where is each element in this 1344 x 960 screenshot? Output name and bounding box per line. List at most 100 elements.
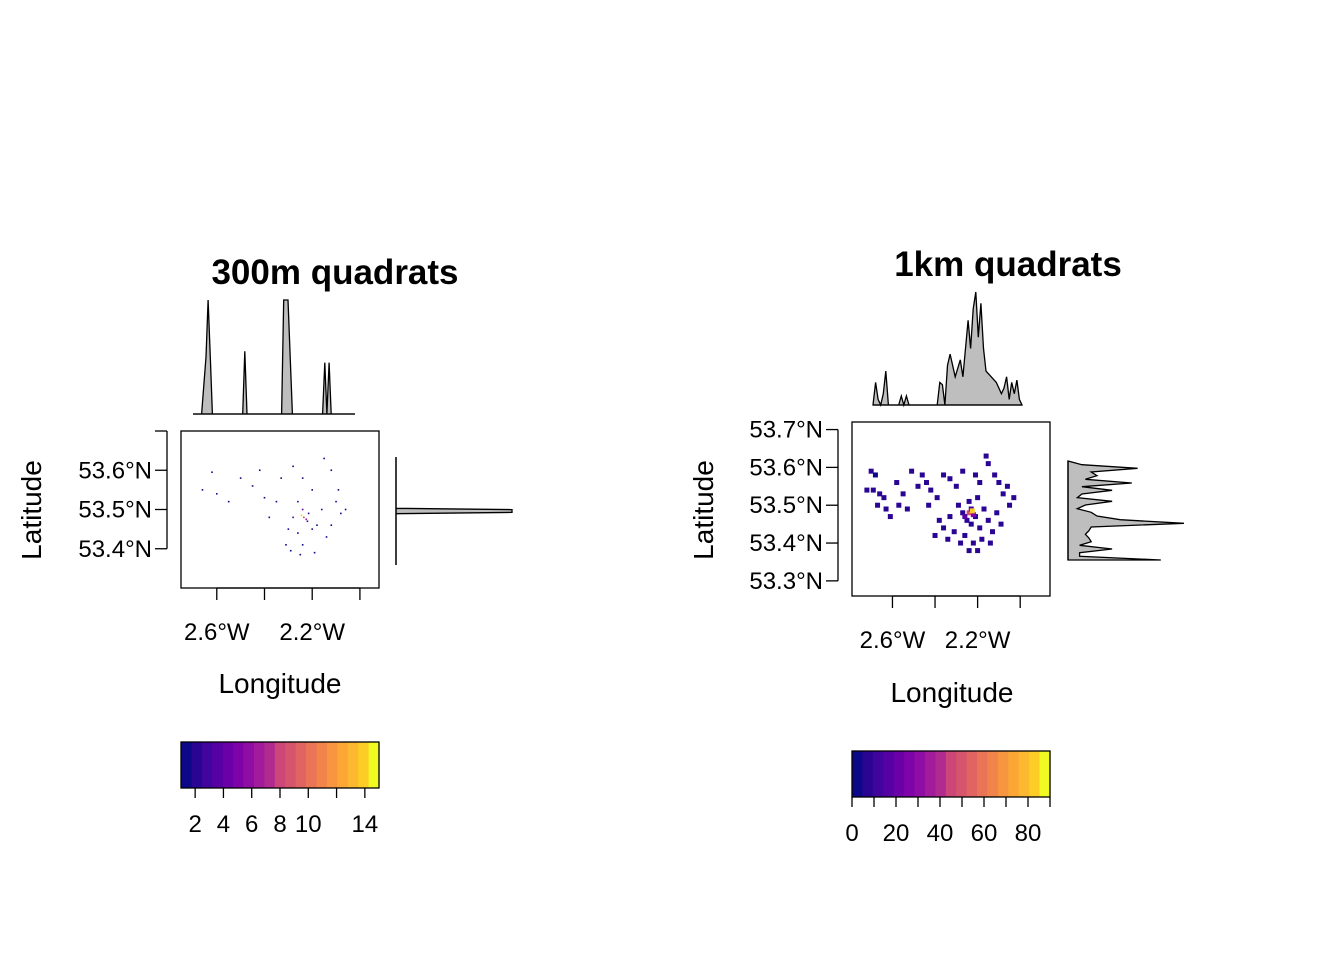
colorbar-tick-label: 14 xyxy=(352,811,379,838)
heatmap-cell xyxy=(962,514,968,520)
colorbar-swatch xyxy=(222,742,234,788)
x-axis-label-1km: Longitude xyxy=(890,677,1013,708)
heatmap-cell xyxy=(970,512,976,518)
colorbar-swatch xyxy=(852,751,864,797)
heatmap-cell xyxy=(926,502,932,508)
colorbar-tick-label: 40 xyxy=(927,820,954,847)
heatmap-cell xyxy=(258,469,261,472)
x-axis-1km: 2.6°W 2.2°W xyxy=(860,595,1021,654)
colorbar-swatch xyxy=(337,742,349,788)
heatmap-cell xyxy=(904,506,910,512)
chart-title-300m: 300m quadrats xyxy=(211,253,458,292)
heatmap-cell xyxy=(305,518,308,521)
heatmap-cell xyxy=(275,500,278,503)
heatmap-cell xyxy=(870,487,876,493)
heatmap-cell xyxy=(227,500,230,503)
heatmap-cell xyxy=(306,520,309,523)
heatmap-cell xyxy=(883,506,889,512)
colorbar-tick-label: 80 xyxy=(1015,820,1042,847)
heatmap-cell xyxy=(958,540,964,546)
y-marginal-1km xyxy=(1067,460,1185,561)
colorbar-swatch xyxy=(1008,751,1020,797)
heatmap-cell xyxy=(289,549,292,552)
heatmap-cell xyxy=(292,465,294,468)
colorbar-swatch xyxy=(264,742,276,788)
heatmap-cell xyxy=(945,536,951,542)
heatmap-cell xyxy=(1011,495,1017,501)
heatmap-cell xyxy=(875,502,881,508)
colorbar-swatch xyxy=(1029,751,1041,797)
colorbar-swatch xyxy=(977,751,989,797)
heatmap-cell xyxy=(868,468,874,474)
colorbar-swatch xyxy=(191,742,203,788)
colorbar-swatch xyxy=(1018,751,1030,797)
heatmap-cell xyxy=(311,489,314,491)
y-axis-1km: 53.7°N 53.6°N 53.5°N 53.4°N 53.3°N xyxy=(749,417,839,595)
colorbar-frame xyxy=(851,750,1051,798)
colorbar-swatch xyxy=(914,751,926,797)
heatmap-cell xyxy=(896,502,902,508)
heatmap-cell xyxy=(887,514,893,520)
heatmap-cell xyxy=(263,496,266,499)
heatmap-cell xyxy=(996,480,1002,486)
heatmap-cell xyxy=(292,516,294,519)
heatmap-cell xyxy=(268,516,271,519)
heatmap-cell xyxy=(966,548,972,554)
colorbar-tick-label: 20 xyxy=(883,820,910,847)
heatmap-cell xyxy=(970,540,976,546)
x-marginal-density xyxy=(193,299,355,415)
colorbar-swatch xyxy=(358,742,370,788)
heatmap-cell xyxy=(966,510,972,516)
colorbar-swatch xyxy=(1039,751,1051,797)
y-tick-label: 53.4°N xyxy=(78,536,152,563)
colorbar-swatch xyxy=(883,751,895,797)
x-axis-label-300m: Longitude xyxy=(218,668,341,699)
colorbar-swatch xyxy=(904,751,916,797)
heatmap-cell xyxy=(977,525,983,531)
heatmap-cell xyxy=(297,500,299,503)
heatmap-cell xyxy=(297,532,299,534)
heatmap-cell xyxy=(998,521,1004,527)
y-marginal-300m xyxy=(395,457,513,565)
heatmap-cell xyxy=(1004,483,1010,489)
heatmap-cell xyxy=(979,536,985,542)
heatmap-cell xyxy=(947,514,953,520)
heatmap-cell xyxy=(325,536,328,538)
heatmap-cell xyxy=(323,457,325,460)
colorbar-swatch xyxy=(997,751,1009,797)
x-marginal-density xyxy=(872,291,1024,408)
heatmap-cell xyxy=(977,480,983,486)
heatmap-cell xyxy=(201,489,204,491)
colorbar-swatch xyxy=(935,751,947,797)
heatmap-cell xyxy=(992,472,998,478)
chart-title-1km: 1km quadrats xyxy=(894,245,1122,284)
heatmap-cell xyxy=(975,548,981,554)
y-tick-label: 53.3°N xyxy=(749,568,823,595)
colorbar-swatch xyxy=(956,751,968,797)
heatmap-cell xyxy=(1007,502,1013,508)
y-tick-label: 53.5°N xyxy=(78,497,152,524)
heatmap-cell xyxy=(960,510,966,516)
y-marginal-density xyxy=(395,457,513,565)
y-tick-label: 53.6°N xyxy=(78,457,152,484)
heatmap-cell xyxy=(344,508,347,511)
colorbar-swatch xyxy=(893,751,905,797)
heatmap-cell xyxy=(301,544,304,546)
x-axis-300m: 2.6°W 2.2°W xyxy=(184,587,361,646)
heatmap-cell xyxy=(951,529,957,535)
heatmap-cell xyxy=(953,483,959,489)
heatmap-cell xyxy=(919,472,925,478)
plot-frame-300m xyxy=(180,430,380,589)
colorbar-swatch xyxy=(326,742,338,788)
heatmap-cell xyxy=(947,476,953,482)
heatmap-cell xyxy=(928,487,934,493)
y-axis-label-1km: Latitude xyxy=(688,460,719,560)
heatmap-cell xyxy=(932,532,938,538)
x-tick-label: 2.6°W xyxy=(184,619,250,646)
colorbar-swatch xyxy=(285,742,297,788)
y-axis-300m: 53.6°N 53.5°N 53.4°N xyxy=(78,430,168,563)
heatmap-cell xyxy=(983,453,989,459)
heatmap-cell xyxy=(320,508,323,511)
heatmap-cell xyxy=(307,512,310,515)
